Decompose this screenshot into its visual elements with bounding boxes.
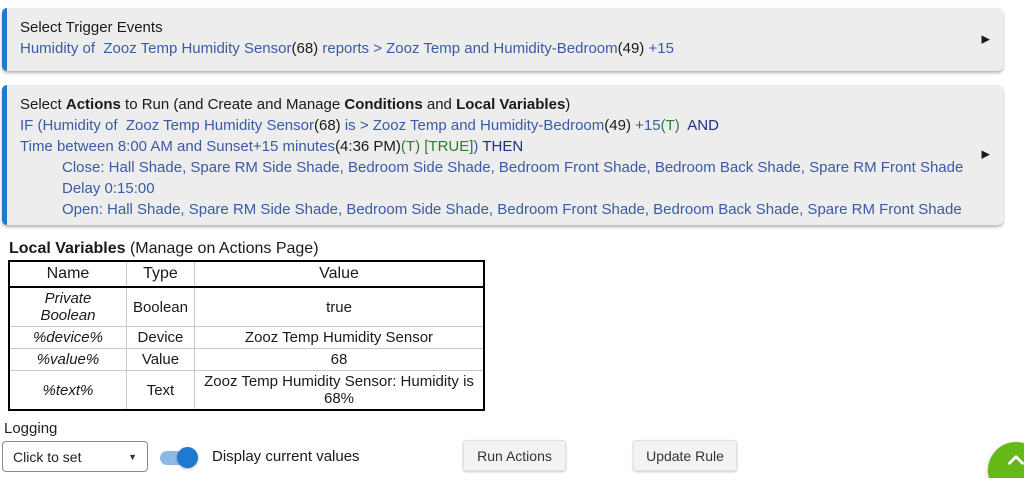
rule-segment: (49) xyxy=(617,40,645,57)
expand-arrow-icon[interactable]: ▶ xyxy=(981,33,990,45)
rule-segment: to Run (and Create and Manage xyxy=(120,96,345,113)
rule-segment: Select xyxy=(20,96,66,113)
rule-segment: Delay 0:15:00 xyxy=(62,180,155,197)
rule-segment: Time between 8:00 AM and Sunset+15 minut… xyxy=(20,138,336,155)
rule-line: Select Trigger Events xyxy=(20,17,969,38)
table-cell: %text% xyxy=(9,370,127,410)
column-header-name: Name xyxy=(9,261,127,288)
display-values-toggle[interactable] xyxy=(160,447,198,468)
rule-segment: (T) xyxy=(660,117,680,134)
table-cell: Text xyxy=(125,370,195,410)
table-cell: true xyxy=(194,286,484,327)
table-row: %text% Text Zooz Temp Humidity Sensor: Hum… xyxy=(9,370,484,410)
expand-arrow-icon[interactable]: ▶ xyxy=(981,148,990,161)
actions-rule-lines: Select Actions to Run (and Create and Ma… xyxy=(20,94,969,220)
rule-segment: (68) xyxy=(291,40,319,57)
table-cell: Zooz Temp Humidity Sensor xyxy=(194,326,484,349)
scroll-to-top-button[interactable] xyxy=(988,442,1024,478)
display-current-values-label: Display current values xyxy=(212,448,360,465)
logging-dropdown[interactable]: Click to set ▼ xyxy=(2,441,148,472)
local-variables-heading: Local Variables (Manage on Actions Page) xyxy=(9,240,319,258)
table-cell: %value% xyxy=(9,348,127,371)
column-header-type: Type xyxy=(125,261,195,288)
trigger-events-panel[interactable]: Select Trigger Events Humidity of Zooz Te… xyxy=(2,8,1003,71)
rule-segment: Humidity of Zooz Temp Humidity Sensor xyxy=(20,40,292,57)
rule-line: IF (Humidity of Zooz Temp Humidity Senso… xyxy=(20,115,969,136)
table-cell: Private Boolean xyxy=(9,286,127,327)
actions-panel[interactable]: Select Actions to Run (and Create and Ma… xyxy=(2,85,1003,225)
table-cell: Boolean xyxy=(125,286,195,327)
table-cell: Zooz Temp Humidity Sensor: Humidity is 6… xyxy=(194,370,484,410)
run-actions-button[interactable]: Run Actions xyxy=(463,440,566,471)
table-row: %device% Device Zooz Temp Humidity Sensor xyxy=(9,326,484,349)
logging-dropdown-value: Click to set xyxy=(13,448,82,465)
table-body: Private Boolean Boolean true %device% Device… xyxy=(9,286,484,410)
rule-segment: Select Trigger Events xyxy=(20,19,163,36)
chevron-down-icon: ▼ xyxy=(128,451,137,462)
rule-segment: (4:36 PM) xyxy=(335,138,401,155)
rule-segment: Local Variables xyxy=(456,96,566,113)
rule-segment: (T) xyxy=(400,138,421,155)
rule-segment: (49) xyxy=(604,117,631,134)
table-cell: Device xyxy=(125,326,195,349)
rule-line: Time between 8:00 AM and Sunset+15 minut… xyxy=(20,136,969,157)
table-cell: Value xyxy=(125,348,195,371)
table-cell: %device% xyxy=(9,326,127,349)
local-variables-table: Name Type Value Private Boolean Boolean tr… xyxy=(8,260,485,411)
rule-line: Delay 0:15:00 xyxy=(20,178,969,199)
logging-label: Logging xyxy=(4,420,58,437)
rule-segment: is > Zooz Temp and Humidity-Bedroom xyxy=(340,117,605,134)
rule-segment: AND xyxy=(679,117,719,134)
rule-segment: ) xyxy=(565,96,571,113)
rule-line: Humidity of Zooz Temp Humidity Sensor(68… xyxy=(20,38,969,59)
rule-segment: +15 xyxy=(630,117,661,134)
rule-segment: Close: Hall Shade, Spare RM Side Shade, … xyxy=(62,159,964,176)
rule-segment: Open: Hall Shade, Spare RM Side Shade, B… xyxy=(62,201,962,218)
rule-segment: and xyxy=(422,96,457,113)
rule-line: Close: Hall Shade, Spare RM Side Shade, … xyxy=(20,157,969,178)
table-row: Private Boolean Boolean true xyxy=(9,286,484,327)
rule-segment: reports > Zooz Temp and Humidity-Bedroom xyxy=(318,40,618,57)
table-row: %value% Value 68 xyxy=(9,348,484,371)
local-variables-heading-bold: Local Variables xyxy=(9,240,126,257)
rule-line: Open: Hall Shade, Spare RM Side Shade, B… xyxy=(20,199,969,220)
update-rule-button[interactable]: Update Rule xyxy=(633,440,737,471)
table-header-row: Name Type Value xyxy=(9,261,484,288)
rule-segment: +15 xyxy=(644,40,674,57)
rule-segment: THEN xyxy=(478,138,524,155)
trigger-rule-lines: Select Trigger Events Humidity of Zooz Te… xyxy=(20,17,969,59)
local-variables-heading-rest: (Manage on Actions Page) xyxy=(125,240,319,257)
rule-segment: ) xyxy=(473,138,479,155)
rule-line: Select Actions to Run (and Create and Ma… xyxy=(20,94,969,115)
rule-segment: [TRUE] xyxy=(424,138,474,155)
rule-segment: IF (Humidity of Zooz Temp Humidity Senso… xyxy=(20,117,314,134)
rule-segment: (68) xyxy=(313,117,341,134)
toggle-knob xyxy=(177,447,198,468)
column-header-value: Value xyxy=(194,261,484,288)
table-cell: 68 xyxy=(194,348,484,371)
rule-segment: Actions xyxy=(65,96,121,113)
rule-segment: Conditions xyxy=(344,96,423,113)
